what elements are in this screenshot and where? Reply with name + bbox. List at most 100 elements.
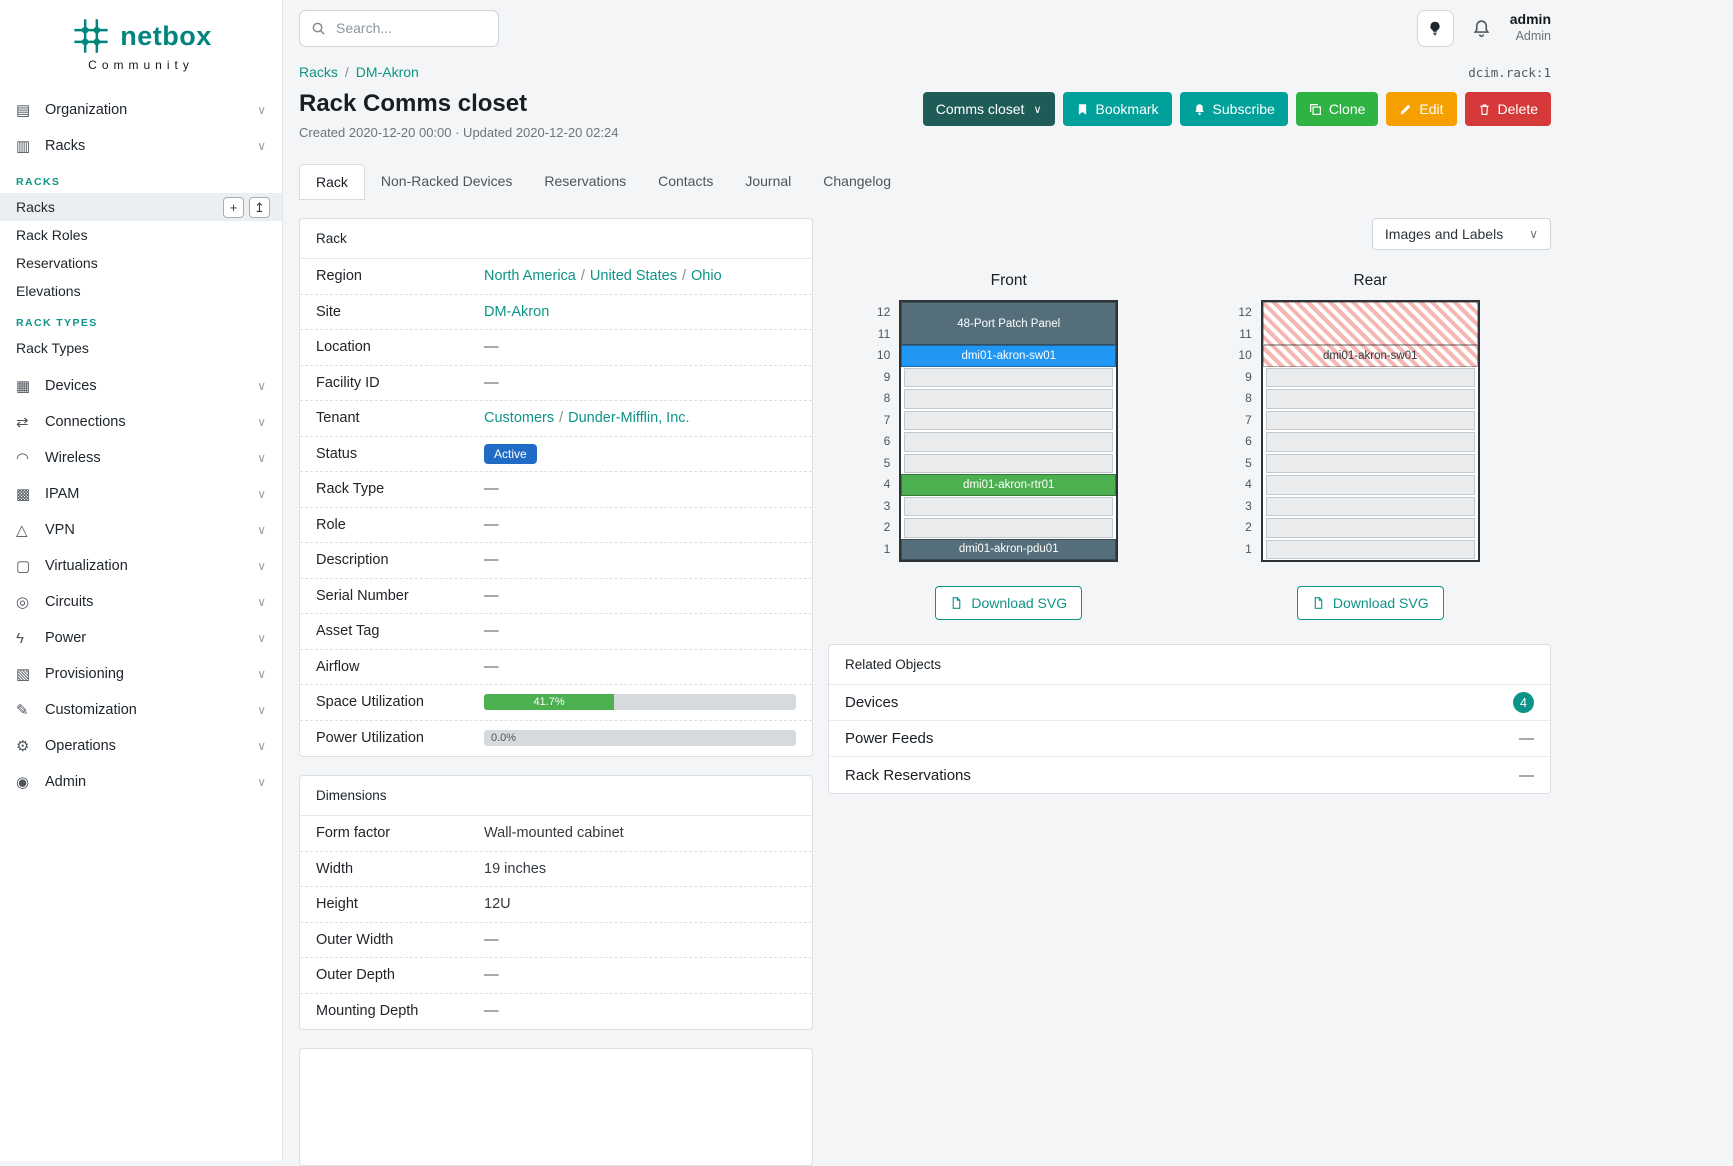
region-link[interactable]: United States [589,268,677,285]
bookmark-button[interactable]: Bookmark [1062,92,1172,126]
pencil-icon [1401,104,1411,114]
rear-rack-frame: dmi01-akron-sw01 [1260,300,1480,562]
sidebar-subitem-elevations[interactable]: Elevations [0,277,282,305]
card-title: Related Objects [829,645,1550,685]
field-row-rack-type: Rack Type — [300,472,812,508]
sidebar-subitem-rack-types[interactable]: Rack Types [0,334,282,362]
user-menu[interactable]: admin Admin [1510,11,1551,44]
operations-icon: ⚙ [16,738,30,755]
rack-slot-empty [901,517,1116,539]
space-utilization-value: 41.7% [533,696,565,709]
clone-button[interactable]: Clone [1295,92,1379,126]
notifications-button[interactable] [1469,10,1495,47]
tab-contacts[interactable]: Contacts [658,173,714,189]
front-elevation: Front 12 11 10 9 8 7 6 5 4 3 2 1 48-Port Patch Pane… [828,272,1190,620]
rack-name-dropdown[interactable]: Comms closet ∨ [922,92,1055,126]
customization-icon: ✎ [16,702,29,719]
site-link[interactable]: DM-Akron [484,303,550,320]
rack-slot-empty [901,453,1116,475]
topbar: admin Admin [299,0,1551,56]
download-svg-front-button[interactable]: Download SVG [935,586,1083,620]
device-label: dmi01-akron-sw01 [1322,349,1418,362]
related-row-power-feeds[interactable]: Power Feeds — [829,721,1550,757]
tenant-group-link[interactable]: Customers [484,410,555,427]
sidebar-item-racks[interactable]: ▥ Racks ∨ [0,128,282,164]
tenant-link[interactable]: Dunder-Mifflin, Inc. [568,410,690,427]
search-box[interactable] [299,9,499,47]
chevron-down-icon: ∨ [257,631,266,645]
sidebar-item-ipam[interactable]: ▩ IPAM ∨ [16,486,266,503]
devices-icon: ▦ [16,378,31,395]
unit-number: 8 [883,391,891,405]
related-row-rack-reservations[interactable]: Rack Reservations — [845,766,1534,784]
sidebar-subitem-racks[interactable]: Racks + ↥ [0,193,282,221]
rack-device-dmi01-akron-sw01[interactable]: dmi01-akron-sw01 [901,345,1117,367]
sidebar-item-organization[interactable]: ▤ Organization ∨ [0,92,282,128]
sidebar-item-circuits[interactable]: ◎ Circuits ∨ [16,594,266,611]
field-row-site: Site DM-Akron [300,295,812,330]
region-link[interactable]: Ohio [691,268,722,285]
rack-device-dmi01-akron-rtr01[interactable]: dmi01-akron-rtr01 [901,474,1117,496]
wireless-icon: ◠ [16,450,30,467]
bookmark-icon [1078,103,1086,115]
sidebar-item-customization[interactable]: ✎ Customization ∨ [16,702,266,719]
download-svg-rear-button[interactable]: Download SVG [1296,586,1444,620]
sidebar-item-operations[interactable]: ⚙ Operations ∨ [16,738,266,755]
rack-device-48-Port Patch Panel[interactable]: 48-Port Patch Panel [901,302,1117,345]
sidebar: netbox Community ▤ Organization ∨ ▥ Rack… [0,0,283,1161]
tab-bar: Rack Non-Racked Devices Reservations Con… [299,164,1551,200]
sidebar-subitem-reservations[interactable]: Reservations [0,249,282,277]
rack-device-dmi01-akron-sw01[interactable]: dmi01-akron-sw01 [1262,345,1478,367]
images-labels-select[interactable]: Images and Labels ∨ [1371,218,1551,250]
next-card-partial [299,1048,813,1166]
field-row-width: Width 19 inches [300,852,812,887]
edit-button[interactable]: Edit [1386,92,1457,126]
sidebar-item-wireless[interactable]: ◠ Wireless ∨ [16,450,266,467]
field-row-power-utilization: Power Utilization 0.0% [300,721,812,757]
sidebar-item-vpn[interactable]: △ VPN ∨ [16,522,266,539]
section-header-racks: RACKS [16,176,61,188]
main-area: admin Admin Racks / DM-Akron dcim.rack:1… [283,0,1733,1166]
sidebar-item-devices[interactable]: ▦ Devices ∨ [16,378,266,395]
unit-number: 12 [876,305,891,319]
admin-icon: ◉ [16,774,30,791]
tab-reservations[interactable]: Reservations [544,173,627,189]
sidebar-item-connections[interactable]: ⇄ Connections ∨ [16,414,266,431]
unit-number: 11 [877,326,891,341]
tab-non-racked-devices[interactable]: Non-Racked Devices [380,173,513,189]
sidebar-item-admin[interactable]: ◉ Admin ∨ [16,774,266,791]
unit-number: 12 [1238,305,1252,319]
delete-button[interactable]: Delete [1464,92,1551,126]
breadcrumb-link-site[interactable]: DM-Akron [355,64,419,80]
chevron-down-icon: ∨ [257,559,266,573]
field-row-tenant: Tenant Customers / Dunder-Mifflin, Inc. [300,401,812,437]
related-row-devices[interactable]: Devices 4 [829,685,1550,721]
tab-rack[interactable]: Rack [299,164,365,200]
search-input[interactable] [334,19,487,37]
devices-count-badge: 4 [1513,692,1534,713]
page-header: Rack Comms closet Created 2020-12-20 00:… [299,90,1551,140]
tab-journal[interactable]: Journal [745,173,792,189]
sidebar-item-virtualization[interactable]: ▢ Virtualization ∨ [16,558,266,575]
theme-toggle-button[interactable] [1416,9,1454,47]
rack-device-dmi01-akron-pdu01[interactable]: dmi01-akron-pdu01 [901,538,1117,560]
add-button[interactable]: + [223,196,244,218]
status-badge: Active [484,443,537,464]
sidebar-item-power[interactable]: ϟ Power ∨ [16,629,266,647]
subscribe-button[interactable]: Subscribe [1179,92,1288,126]
import-button[interactable]: ↥ [249,196,270,218]
region-link[interactable]: North America [484,268,576,285]
rack-device-occupied[interactable] [1262,302,1478,345]
sidebar-subitem-rack-roles[interactable]: Rack Roles [0,221,282,249]
breadcrumb-link-racks[interactable]: Racks [299,64,338,80]
field-row-mounting-depth: Mounting Depth — [316,1003,499,1020]
provisioning-icon: ▧ [16,666,31,683]
unit-number: 2 [1245,520,1252,534]
upload-icon: ↥ [254,199,265,215]
brand[interactable]: netbox Community [0,0,282,76]
sidebar-item-provisioning[interactable]: ▧ Provisioning ∨ [16,666,266,683]
rear-title: Rear [1353,272,1388,289]
tab-changelog[interactable]: Changelog [823,173,892,189]
unit-number: 9 [1245,369,1252,384]
rack-slot-empty [1263,496,1478,518]
